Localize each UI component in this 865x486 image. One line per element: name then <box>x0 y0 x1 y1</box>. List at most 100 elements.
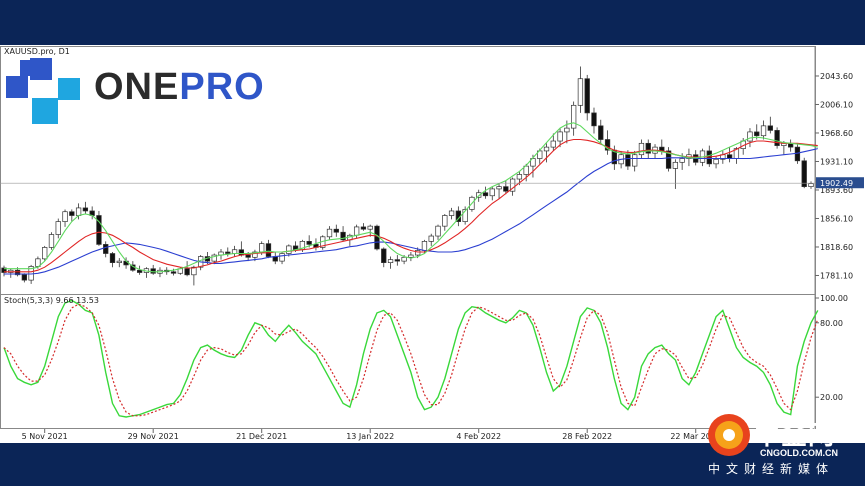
candle-body <box>150 268 156 274</box>
candle-body <box>550 140 556 148</box>
candle-body <box>509 178 516 192</box>
current-price-label: 1902.49 <box>820 179 853 188</box>
candle-body <box>794 146 801 162</box>
candle-body <box>448 210 455 216</box>
candle-body <box>82 207 89 212</box>
candle-body <box>225 251 231 254</box>
candle-body <box>35 258 41 267</box>
date-tick-label: 13 Jan 2022 <box>346 432 394 441</box>
candle-body <box>584 78 590 114</box>
candle-body <box>238 249 245 256</box>
candle-body <box>408 254 414 258</box>
candle-body <box>374 225 380 250</box>
candle-body <box>245 254 251 258</box>
candle-body <box>632 154 638 167</box>
candle-body <box>211 254 217 262</box>
candle-body <box>116 260 122 263</box>
candle-body <box>462 209 468 222</box>
candle-body <box>42 247 48 260</box>
candle-body <box>482 192 489 197</box>
cngold-wordmark: 中金网 <box>754 421 836 451</box>
candle-body <box>1 267 7 273</box>
candle-body <box>679 158 685 163</box>
candle-body <box>279 253 285 262</box>
candle-body <box>387 259 394 263</box>
candle-body <box>21 274 27 281</box>
candle-body <box>801 160 807 187</box>
candle-body <box>170 271 177 274</box>
candle-body <box>672 161 679 169</box>
chart-area <box>0 45 865 443</box>
candle-body <box>252 251 258 258</box>
candle-body <box>353 226 360 236</box>
candle-body <box>774 130 780 146</box>
price-tick-label: 1968.60 <box>820 129 853 138</box>
candle-body <box>401 256 407 262</box>
cngold-tagline: 中文财经新媒体 <box>708 462 835 476</box>
candle-body <box>489 188 495 197</box>
candle-body <box>665 150 672 169</box>
candle-body <box>75 207 82 216</box>
candle-body <box>259 243 265 253</box>
date-tick-label: 21 Dec 2021 <box>236 432 287 441</box>
candle-body <box>442 215 448 227</box>
price-tick-label: 1818.60 <box>820 243 853 252</box>
candle-body <box>415 250 421 256</box>
price-tick-label: 2043.60 <box>820 72 853 81</box>
candle-body <box>625 154 631 167</box>
candle-body <box>760 125 767 137</box>
current-price-tag <box>816 177 864 189</box>
moving-average-line-1 <box>4 148 818 275</box>
candle-body <box>340 231 346 241</box>
price-tick-label: 2006.10 <box>820 100 853 109</box>
candle-body <box>394 259 400 262</box>
candle-body <box>645 142 651 154</box>
stochastic-tick-label: 100.00 <box>820 294 848 303</box>
candle-body <box>638 142 645 156</box>
onepro-logo <box>6 58 80 124</box>
candle-body <box>55 221 61 235</box>
candle-body <box>333 228 339 233</box>
candle-body <box>435 225 441 237</box>
top-banner <box>0 0 865 45</box>
date-tick-label: 5 Nov 2021 <box>22 432 68 441</box>
candle-body <box>496 186 502 190</box>
candle-body <box>62 211 68 222</box>
cngold-logo <box>708 414 750 456</box>
candle-body <box>476 192 482 198</box>
candle-body <box>360 226 367 230</box>
stochastic-label: Stoch(5,3,3) 9.66 13.53 <box>4 296 99 305</box>
candle-body <box>136 269 143 273</box>
candle-body <box>604 139 611 151</box>
candle-body <box>96 215 102 245</box>
candle-body <box>367 225 373 230</box>
onepro-wordmark: ONEPRO <box>94 66 265 108</box>
candle-body <box>103 244 109 254</box>
candle-body <box>428 235 434 242</box>
moving-average-line-3 <box>4 122 818 273</box>
candle-body <box>69 211 75 216</box>
candle-body <box>14 269 21 276</box>
candle-body <box>808 183 814 187</box>
price-tick-label: 1781.10 <box>820 271 853 280</box>
candle-body <box>184 268 190 276</box>
stochastic-tick-label: 80.00 <box>820 319 843 328</box>
candle-body <box>286 245 292 254</box>
stochastic-signal-line <box>3 303 819 417</box>
candle-body <box>570 104 577 129</box>
stochastic-tick-label: 20.00 <box>820 393 843 402</box>
cngold-url: CNGOLD.COM.CN <box>760 448 838 458</box>
candle-body <box>503 186 509 192</box>
candle-body <box>265 243 272 257</box>
candle-body <box>109 253 116 263</box>
stochastic-main-line <box>3 299 819 418</box>
candle-body <box>543 146 550 152</box>
symbol-label: XAUUSD.pro, D1 <box>4 47 70 56</box>
candle-body <box>557 131 563 142</box>
candle-body <box>421 241 428 251</box>
candle-body <box>598 125 604 140</box>
candle-body <box>754 131 760 137</box>
candle-body <box>747 131 753 142</box>
